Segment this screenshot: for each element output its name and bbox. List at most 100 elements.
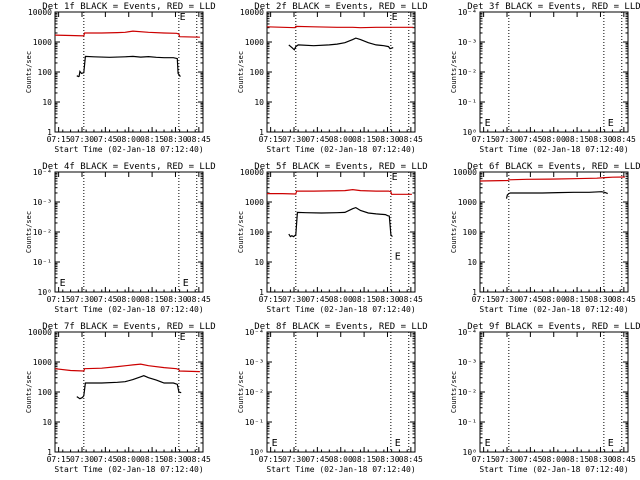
chart-title: Det 8f BLACK = Events, RED = LLD: [254, 322, 427, 332]
x-tick-label: 07:30: [495, 295, 519, 304]
y-tick-label: 100: [250, 228, 265, 237]
x-tick-label: 07:15: [472, 135, 496, 144]
y-tick-label: 10: [467, 258, 477, 267]
chart-panel: Det 2f BLACK = Events, RED = LLD 1 10 100 10…: [237, 2, 428, 154]
e-marker: E: [392, 12, 398, 23]
x-tick-label: 08:30: [588, 295, 612, 304]
x-tick-label: 07:15: [47, 135, 71, 144]
y-tick-label: 10000: [240, 8, 264, 17]
plot-frame: [54, 171, 204, 293]
x-tick-label: 07:15: [259, 455, 283, 464]
y-tick-label: 10: [42, 418, 52, 427]
y-tick-label: 10⁻³: [33, 198, 52, 207]
y-tick-label: 10000: [453, 168, 477, 177]
x-tick-label: 08:30: [163, 135, 187, 144]
x-tick-label: 08:00: [117, 455, 141, 464]
x-tick-label: 08:00: [117, 135, 141, 144]
x-tick-label: 07:30: [495, 135, 519, 144]
chart-panel: Det 4f BLACK = Events, RED = LLD 10⁰ 10⁻¹ 1…: [25, 162, 216, 314]
x-tick-label: 08:15: [352, 135, 376, 144]
x-axis-label: Start Time (02-Jan-18 07:12:40): [266, 305, 415, 314]
x-tick-label: 07:15: [259, 135, 283, 144]
x-tick-label: 08:00: [542, 135, 566, 144]
x-tick-label: 08:15: [565, 295, 589, 304]
y-axis-label: Counts/sec: [237, 51, 245, 93]
x-tick-label: 07:15: [259, 295, 283, 304]
y-tick-label: 10: [254, 98, 264, 107]
y-tick-label: 10⁻⁴: [33, 168, 52, 177]
x-tick-label: 08:45: [187, 295, 211, 304]
x-axis-label: Start Time (02-Jan-18 07:12:40): [479, 145, 628, 154]
y-tick-label: 1000: [458, 198, 477, 207]
x-tick-label: 08:00: [117, 295, 141, 304]
e-marker: E: [608, 438, 614, 449]
x-tick-label: 08:45: [612, 295, 636, 304]
x-tick-label: 07:30: [282, 455, 306, 464]
y-tick-label: 10⁰: [38, 288, 52, 297]
events-series-line: [288, 37, 394, 51]
y-tick-label: 10000: [28, 8, 52, 17]
chart-title: Det 1f BLACK = Events, RED = LLD: [42, 2, 215, 12]
x-tick-label: 08:45: [612, 455, 636, 464]
y-tick-label: 10⁻²: [245, 388, 264, 397]
y-tick-label: 1: [472, 288, 477, 297]
x-tick-label: 07:45: [518, 455, 542, 464]
x-axis-label: Start Time (02-Jan-18 07:12:40): [479, 465, 628, 474]
chart-title: Det 4f BLACK = Events, RED = LLD: [42, 162, 215, 172]
x-tick-label: 07:15: [47, 455, 71, 464]
y-tick-label: 10: [254, 258, 264, 267]
y-axis-label: Counts/sec: [25, 51, 33, 93]
y-axis-label: Counts/sec: [25, 211, 33, 253]
lld-series-line: [54, 363, 200, 373]
x-axis-label: Start Time (02-Jan-18 07:12:40): [266, 465, 415, 474]
x-tick-label: 07:45: [518, 135, 542, 144]
x-tick-label: 08:30: [163, 295, 187, 304]
e-marker: E: [180, 12, 186, 23]
lld-series-line: [54, 30, 200, 38]
lld-series-line: [267, 188, 412, 195]
x-tick-label: 08:00: [329, 135, 353, 144]
events-series-line: [76, 375, 182, 400]
x-tick-label: 08:30: [375, 135, 399, 144]
y-tick-label: 10⁻⁴: [458, 328, 477, 337]
plot-frame: [54, 11, 204, 133]
x-tick-label: 08:30: [588, 135, 612, 144]
events-series-line: [288, 206, 393, 238]
x-tick-label: 07:30: [282, 135, 306, 144]
x-tick-label: 08:45: [399, 295, 423, 304]
x-tick-label: 08:15: [352, 295, 376, 304]
chart-title: Det 5f BLACK = Events, RED = LLD: [254, 162, 427, 172]
e-marker: E: [272, 438, 278, 449]
x-axis-label: Start Time (02-Jan-18 07:12:40): [479, 305, 628, 314]
chart-panel: Det 7f BLACK = Events, RED = LLD 1 10 100 10…: [25, 322, 216, 474]
chart-title: Det 9f BLACK = Events, RED = LLD: [467, 322, 640, 332]
x-tick-label: 08:00: [542, 455, 566, 464]
y-tick-label: 10⁰: [463, 448, 477, 457]
y-tick-label: 10⁰: [250, 448, 264, 457]
y-tick-label: 10⁻¹: [458, 98, 477, 107]
x-tick-label: 08:30: [375, 295, 399, 304]
x-tick-label: 07:45: [93, 295, 117, 304]
x-axis-label: Start Time (02-Jan-18 07:12:40): [54, 465, 203, 474]
x-tick-label: 08:00: [329, 295, 353, 304]
chart-title: Det 7f BLACK = Events, RED = LLD: [42, 322, 215, 332]
x-tick-label: 08:15: [140, 295, 164, 304]
y-tick-label: 10⁻³: [458, 358, 477, 367]
e-marker: E: [485, 118, 491, 129]
y-axis-label: Counts/sec: [237, 371, 245, 413]
x-tick-label: 07:30: [70, 455, 94, 464]
x-tick-label: 08:45: [399, 135, 423, 144]
y-axis-label: Counts/sec: [237, 211, 245, 253]
y-tick-label: 10: [42, 98, 52, 107]
chart-panel: Det 8f BLACK = Events, RED = LLD 10⁰ 10⁻¹ 1…: [237, 322, 428, 474]
y-tick-label: 10⁻²: [458, 68, 477, 77]
x-tick-label: 07:30: [70, 295, 94, 304]
plot-frame: [479, 171, 629, 293]
y-tick-label: 1000: [245, 38, 264, 47]
y-tick-label: 10000: [28, 328, 52, 337]
chart-panel: Det 5f BLACK = Events, RED = LLD 1 10 100 10…: [237, 162, 428, 314]
y-tick-label: 10⁻¹: [245, 418, 264, 427]
y-tick-label: 100: [38, 388, 53, 397]
x-tick-label: 08:15: [565, 135, 589, 144]
